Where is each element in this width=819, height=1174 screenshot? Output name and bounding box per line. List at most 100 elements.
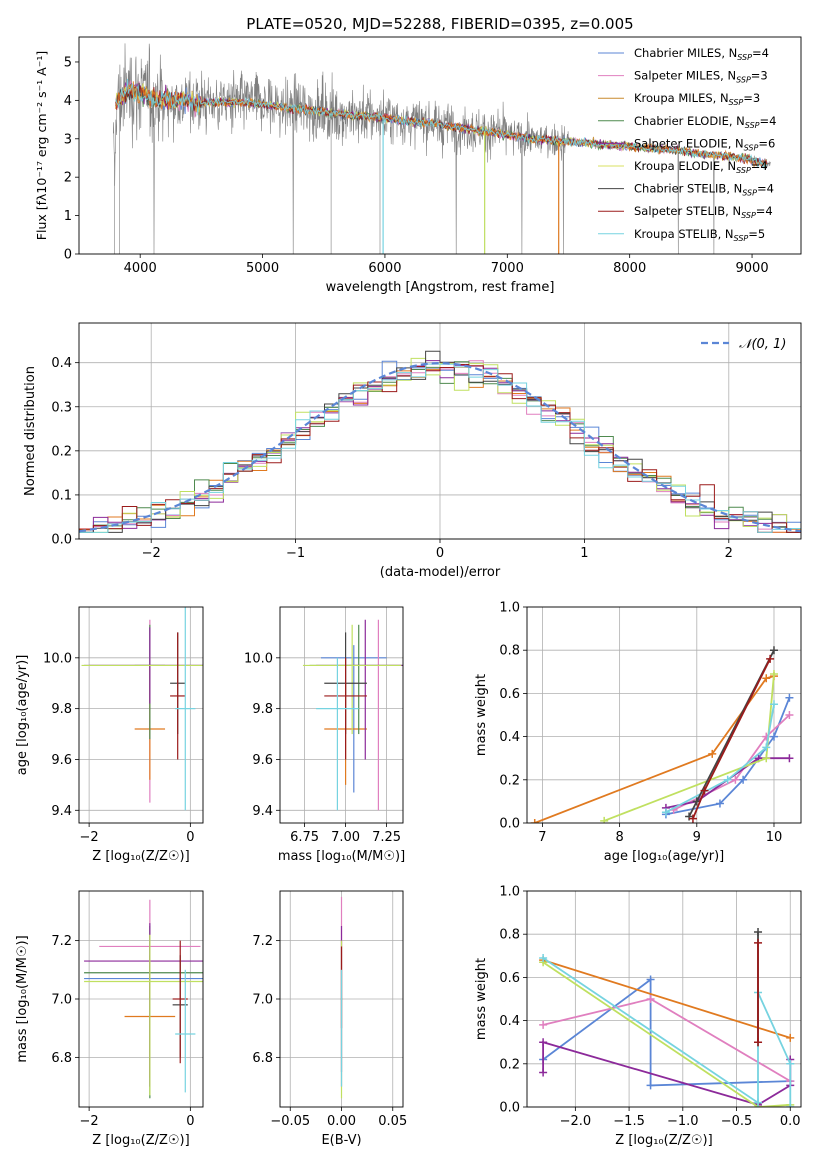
series-marker-7-2 <box>766 654 775 663</box>
y-axis-label: mass weight <box>474 958 489 1040</box>
series-line-4 <box>603 673 775 822</box>
series-line-5 <box>665 704 775 813</box>
axes-frame <box>78 606 204 824</box>
series-marker-5-3 <box>786 1059 795 1068</box>
y-tick-label-2: 0.2 <box>51 444 72 459</box>
y-tick-label-1: 7.0 <box>252 993 273 1008</box>
y-axis-label: mass weight <box>474 674 489 756</box>
legend: Chabrier MILES, NSSP=4 Salpeter MILES, NS… <box>598 46 776 243</box>
y-tick-label-2: 0.4 <box>499 1014 520 1029</box>
x-tick-label-1: −1 <box>286 546 305 561</box>
y-tick-label-0: 6.8 <box>252 1051 273 1066</box>
series-marker-2-2 <box>762 674 771 683</box>
x-tick-label-2: −1.0 <box>667 1114 699 1129</box>
x-tick-label-1: 8 <box>615 830 623 845</box>
y-axis-label: age [log₁₀(age/yr)] <box>15 655 30 776</box>
x-tick-label-0: −2 <box>80 1114 99 1129</box>
series-model-9 <box>115 78 768 170</box>
legend-entry-8: Kroupa STELIB, NSSP=5 <box>634 227 765 243</box>
series-marker-3-3 <box>785 754 794 763</box>
series-marker-0-2 <box>646 1081 655 1090</box>
y-axis-label: Normed distribution <box>23 366 38 496</box>
y-tick-label-1: 9.6 <box>51 753 72 768</box>
series-marker-0-1 <box>646 975 655 984</box>
y-tick-label-1: 9.6 <box>252 753 273 768</box>
axes-frame <box>279 890 404 1108</box>
x-tick-label-0: −0.05 <box>270 1114 310 1129</box>
series-marker-5-1 <box>723 775 732 784</box>
y-tick-label-2: 9.8 <box>252 702 273 717</box>
series-marker-2-0 <box>530 819 539 823</box>
axes-frame <box>526 606 802 824</box>
plot-area-age_vs_Z <box>81 607 203 811</box>
histogram-6 <box>79 350 801 533</box>
plot-area-mass_weight_vs_Z <box>539 928 795 1107</box>
series-marker-0-3 <box>769 732 778 741</box>
legend-entry-5: Kroupa ELODIE, NSSP=4 <box>634 159 768 175</box>
y-tick-label-0: 6.8 <box>51 1051 72 1066</box>
series-marker-1-0 <box>539 1020 548 1029</box>
x-tick-label-2: 0.05 <box>378 1114 407 1129</box>
y-tick-label-5: 5 <box>64 55 72 70</box>
series-line-4 <box>542 961 791 1107</box>
series-marker-2-1 <box>708 749 717 758</box>
y-tick-label-5: 1.0 <box>499 885 520 900</box>
y-tick-label-3: 0.6 <box>499 687 520 702</box>
x-tick-label-3: 1 <box>580 546 588 561</box>
x-axis-label: E(B-V) <box>321 1133 361 1148</box>
x-axis-label: wavelength [Angstrom, rest frame] <box>326 280 555 295</box>
y-tick-label-4: 0.8 <box>499 928 520 943</box>
series-marker-7-1 <box>700 786 709 795</box>
x-tick-label-2: 7.25 <box>372 830 401 845</box>
x-axis-label: Z [log₁₀(Z/Z☉)] <box>92 849 189 864</box>
series-marker-6-1 <box>754 928 763 937</box>
series-line-1 <box>673 714 791 811</box>
series-line-0 <box>542 977 791 1087</box>
y-tick-label-4: 4 <box>64 94 72 109</box>
x-tick-label-2: 9 <box>693 830 701 845</box>
y-tick-label-0: 9.4 <box>51 804 72 819</box>
series-marker-1-1 <box>646 995 655 1003</box>
y-tick-label-5: 1.0 <box>499 601 520 616</box>
y-tick-label-1: 0.1 <box>51 488 72 503</box>
y-tick-label-0: 0.0 <box>499 1101 520 1116</box>
axes-mass_weight_vs_Z: −2.0 −1.5 −1.0 −0.5 0.0 0.0 0.2 0.4 0.6 0.8 1.0 Z [… <box>474 885 802 1148</box>
y-tick-label-2: 7.2 <box>51 934 72 949</box>
plot-area-spectrum <box>113 43 771 254</box>
x-axis-label: mass [log₁₀(M/M☉)] <box>278 849 405 864</box>
y-tick-label-1: 7.0 <box>51 993 72 1008</box>
y-tick-label-0: 0 <box>64 248 72 263</box>
x-tick-label-1: 0 <box>186 830 194 845</box>
axes-mass_weight_vs_age: 7 8 9 10 0.0 0.2 0.4 0.6 0.8 1.0 age [log₁₀(age/yr… <box>474 601 802 864</box>
x-tick-label-0: −2 <box>80 830 99 845</box>
y-tick-label-2: 9.8 <box>51 702 72 717</box>
axes-mass_vs_EBV: −0.05 0.00 0.05 6.8 7.0 7.2 E(B-V) <box>252 890 407 1148</box>
x-tick-label-3: −0.5 <box>721 1114 753 1129</box>
y-tick-label-0: 9.4 <box>252 804 273 819</box>
legend-entry-7: Salpeter STELIB, NSSP=4 <box>634 204 773 220</box>
axes-mass_vs_Z: −2 0 6.8 7.0 7.2 Z [log₁₀(Z/Z☉)] mass [log₁₀(M… <box>15 890 204 1148</box>
y-tick-label-4: 0.8 <box>499 644 520 659</box>
series-marker-1-1 <box>731 775 740 784</box>
plot-area-residuals <box>79 350 801 533</box>
legend-entry-0: Chabrier MILES, NSSP=4 <box>634 46 769 62</box>
axes-frame <box>78 322 802 540</box>
legend-entry-1: Salpeter MILES, NSSP=3 <box>634 69 768 85</box>
series-marker-2-1 <box>786 1033 795 1042</box>
legend-entry-3: Chabrier ELODIE, NSSP=4 <box>634 114 776 130</box>
series-marker-7-1 <box>754 938 763 947</box>
series-marker-7-0 <box>688 814 697 823</box>
series-marker-5-4 <box>786 1103 795 1107</box>
x-tick-label-1: 0 <box>186 1114 194 1129</box>
series-marker-4-2 <box>769 669 778 678</box>
x-tick-label-0: −2.0 <box>560 1114 592 1129</box>
axes-residuals: −2 −1 0 1 2 0.0 0.1 0.2 0.3 0.4 (data-model)/error… <box>23 322 802 580</box>
series-marker-5-3 <box>769 700 778 709</box>
axes-frame <box>78 890 204 1108</box>
series-marker-5-2 <box>762 743 771 752</box>
series-marker-5-1 <box>754 1098 763 1107</box>
axes-frame <box>279 606 404 824</box>
y-tick-label-0: 0.0 <box>51 533 72 548</box>
plot-area-mass_weight_vs_age <box>530 646 794 823</box>
